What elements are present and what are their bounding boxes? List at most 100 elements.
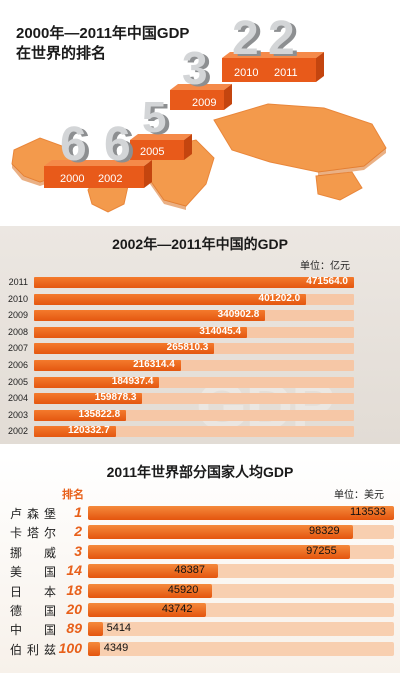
gdp-bar	[34, 393, 143, 405]
per-capita-gdp-bar	[88, 564, 219, 579]
step-rank-2000: 6	[60, 118, 87, 171]
per-capita-gdp-bar	[88, 544, 351, 559]
china-gdp-title: 2002年—2011年中国的GDP	[112, 236, 288, 252]
bar-track	[34, 426, 354, 438]
step-rank-2000-shadow: 6	[64, 120, 91, 173]
per-capita-gdp-bar	[88, 583, 212, 598]
per-capita-gdp-title: 2011年世界部分国家人均GDP	[106, 464, 294, 480]
gdp-bar	[34, 426, 116, 438]
year-label: 2010	[7, 293, 28, 304]
per-capita-gdp-unit: 单位：美元	[334, 490, 384, 501]
step-rank-2002: 6	[104, 118, 131, 171]
step-platform-2005	[130, 140, 184, 160]
step-rank-2011: 2	[268, 12, 295, 65]
china-gdp-panel: 2002年—2011年中国的GDP 单位：亿元 GDP 2011 471564.0…	[0, 226, 400, 444]
year-label: 2005	[7, 376, 28, 387]
per-capita-gdp-value-label: 43742	[161, 603, 193, 615]
country-rank: 20	[66, 601, 82, 617]
per-capita-gdp-bar	[88, 506, 394, 520]
step-year-2010: 2010	[234, 67, 258, 79]
country-rank: 100	[58, 639, 82, 656]
step-rank-2011-shadow: 2	[272, 14, 299, 67]
year-label: 2007	[7, 343, 28, 354]
country-name: 卢森堡	[10, 507, 56, 521]
per-capita-gdp-bar	[88, 525, 354, 540]
country-rank: 18	[66, 581, 82, 598]
map-continent-asia	[213, 103, 387, 173]
step-platform-2000-2002	[44, 166, 144, 188]
country-rank: 1	[74, 504, 82, 520]
gdp-value-label: 216314.4	[133, 359, 175, 370]
step-year-2005: 2005	[140, 146, 164, 158]
bar-track	[34, 376, 354, 388]
gdp-value-label: 340902.8	[217, 309, 260, 321]
step-platform-2010-2011	[222, 58, 316, 82]
world-map-steps-illustration: 2000 2002 2005 2009 2010 2011 6 6 6 6 5 …	[11, 12, 387, 213]
gdp-bar	[34, 293, 307, 305]
gdp-value-label: 401202.0	[258, 292, 301, 304]
step-year-2000: 2000	[60, 173, 84, 185]
ranking-title-line1: 2000年—2011年中国GDP	[16, 25, 190, 42]
rank-column-header: 排名	[62, 489, 84, 501]
bar-track	[34, 393, 354, 405]
gdp-value-label: 135822.8	[78, 408, 121, 420]
ranking-infographic-panel: 2000年—2011年中国GDP 在世界的排名	[0, 0, 400, 216]
year-label: 2004	[7, 393, 28, 404]
per-capita-gdp-value-label: 4349	[103, 641, 129, 654]
per-capita-gdp-value-label: 97255	[306, 544, 337, 557]
step-rank-2010: 2	[232, 12, 259, 65]
step-rank-numerals: 6 6 6 6 5 5 3 3 2 2 2 2	[60, 12, 299, 173]
step-year-2009: 2009	[192, 97, 216, 109]
gdp-value-label: 265810.3	[166, 342, 209, 354]
country-rank: 89	[66, 620, 82, 637]
gdp-bar	[34, 326, 248, 338]
gdp-value-label: 471564.0	[306, 276, 348, 287]
bar-track	[88, 641, 394, 656]
bar-track	[34, 360, 354, 371]
year-label: 2002	[7, 426, 28, 437]
country-rank: 14	[66, 562, 82, 579]
gdp-bar	[34, 310, 266, 322]
gdp-bar	[34, 409, 127, 421]
staircase-platforms	[44, 52, 324, 188]
year-label: 2009	[7, 310, 28, 321]
year-label: 2003	[7, 409, 28, 420]
per-capita-gdp-value-label: 98329	[309, 525, 340, 538]
step-year-2011: 2011	[274, 67, 298, 79]
gdp-value-label: 184937.4	[111, 375, 154, 387]
china-gdp-unit: 单位：亿元	[300, 261, 350, 272]
step-rank-2005: 5	[142, 93, 166, 142]
step-rank-2009: 3	[182, 42, 208, 94]
ranking-title-line2: 在世界的排名	[16, 45, 107, 62]
gdp-value-label: 314045.4	[199, 325, 242, 337]
step-rank-2009-shadow: 3	[186, 44, 212, 96]
gdp-bar	[34, 360, 181, 371]
gdp-bar	[34, 277, 354, 288]
step-rank-2010-shadow: 2	[236, 14, 263, 67]
country-name: 日本	[10, 584, 56, 599]
per-capita-gdp-value-label: 113533	[350, 506, 386, 518]
gdp-bar	[34, 376, 160, 388]
country-rank: 3	[74, 542, 82, 559]
step-year-labels: 2000 2002 2005 2009 2010 2011	[60, 67, 298, 185]
year-label: 2008	[7, 326, 28, 337]
bar-track	[88, 622, 394, 637]
per-capita-gdp-value-label: 5414	[106, 622, 132, 635]
per-capita-gdp-bar	[88, 622, 103, 637]
country-name: 伯利兹	[10, 642, 56, 657]
per-capita-gdp-bar	[88, 603, 206, 617]
step-rank-2002-shadow: 6	[108, 120, 135, 173]
year-label: 2011	[8, 277, 28, 287]
bar-track	[34, 409, 354, 421]
gdp-value-label: 120332.7	[67, 425, 110, 437]
step-year-2002: 2002	[98, 173, 122, 185]
country-name: 德国	[10, 604, 56, 618]
country-rank: 2	[74, 523, 82, 540]
gdp-bar	[34, 343, 215, 355]
step-rank-2005-shadow: 5	[146, 95, 170, 144]
country-name: 美国	[10, 565, 56, 580]
per-capita-gdp-panel: 2011年世界部分国家人均GDP 单位：美元 排名 卢森堡 1 113533 卡塔尔 2…	[0, 456, 400, 673]
per-capita-gdp-bar	[88, 641, 100, 656]
step-platform-2009	[170, 90, 224, 110]
country-name: 卡塔尔	[10, 526, 56, 541]
